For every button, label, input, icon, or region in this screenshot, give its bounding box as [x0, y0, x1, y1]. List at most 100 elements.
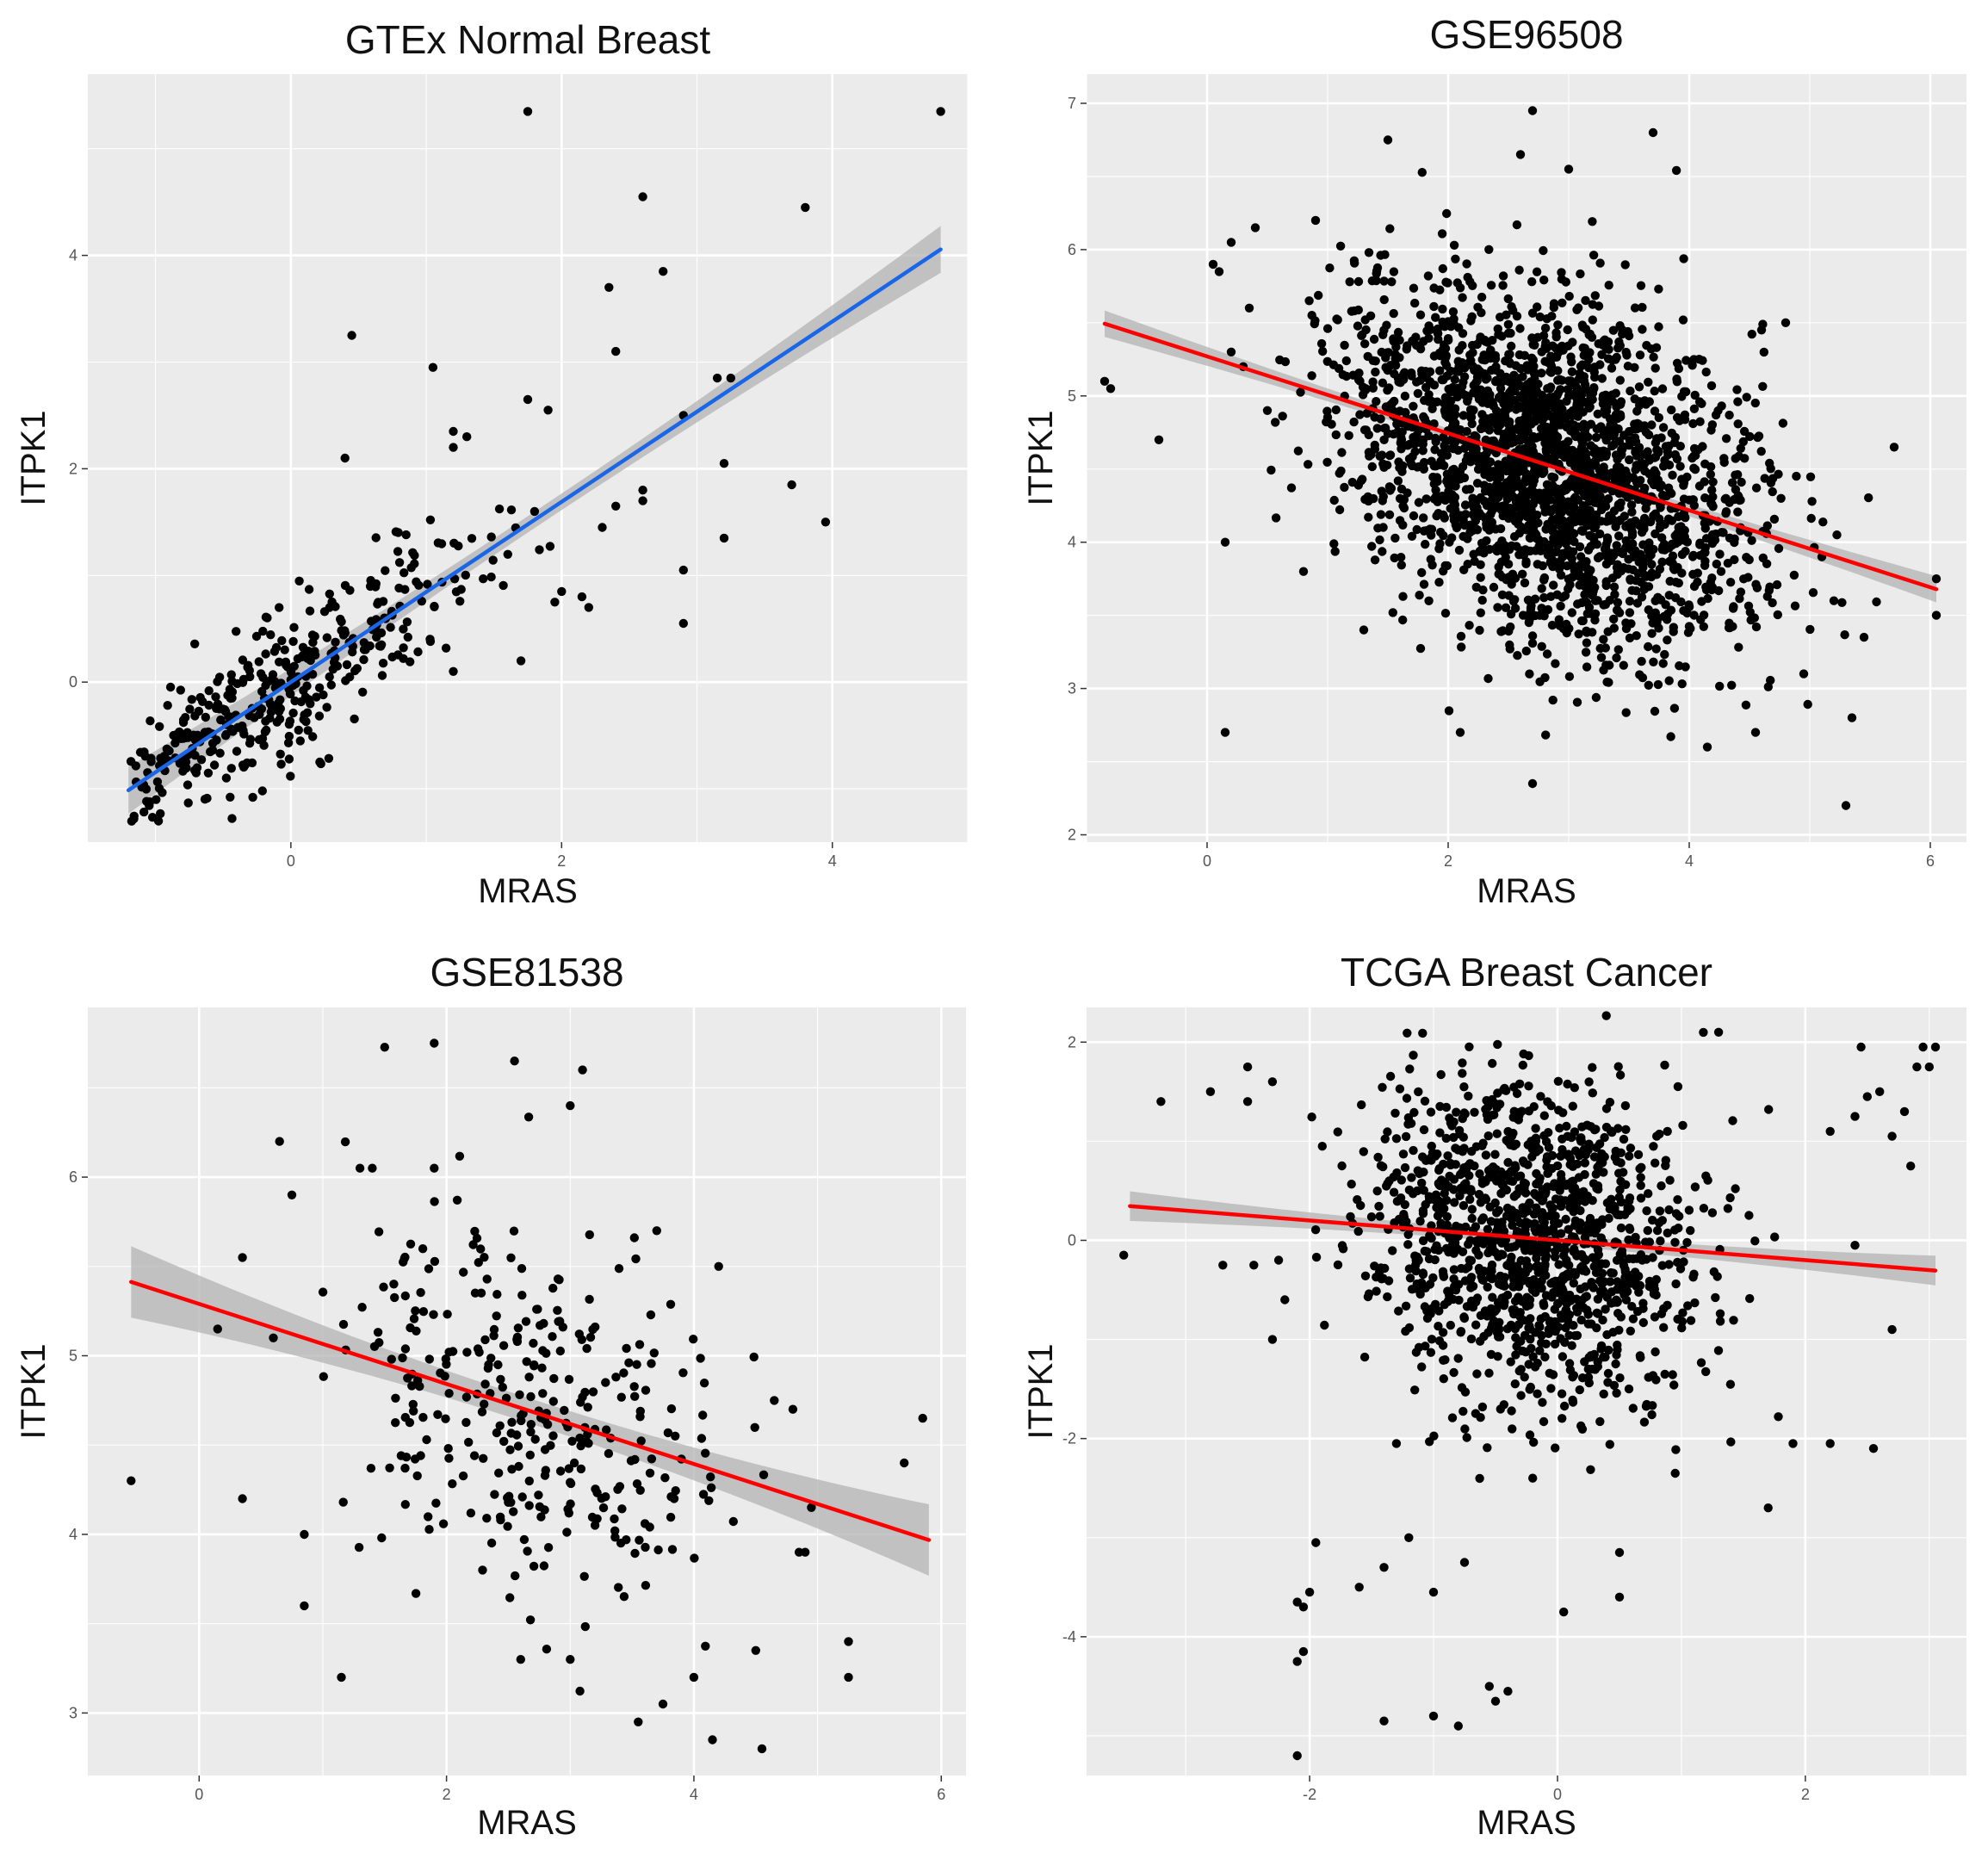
- data-point: [1471, 1320, 1481, 1329]
- data-point: [504, 1497, 513, 1508]
- data-point: [1539, 245, 1548, 256]
- data-point: [1553, 375, 1563, 385]
- data-point: [1484, 245, 1494, 254]
- data-point: [1530, 594, 1540, 604]
- data-point: [1510, 1324, 1520, 1334]
- data-point: [1353, 1226, 1363, 1236]
- data-point: [424, 1512, 433, 1521]
- data-point: [1619, 1258, 1628, 1267]
- data-point: [209, 760, 220, 770]
- data-point: [1372, 263, 1383, 273]
- data-point: [641, 1581, 651, 1590]
- data-point: [1400, 1162, 1410, 1173]
- data-point: [1549, 299, 1559, 308]
- data-point: [238, 726, 248, 735]
- data-point: [1437, 229, 1447, 239]
- data-point: [1447, 1413, 1458, 1422]
- data-point: [1483, 1131, 1493, 1141]
- data-point: [1408, 452, 1417, 462]
- data-point: [1471, 1222, 1481, 1231]
- data-point: [1558, 1144, 1567, 1155]
- data-point: [1553, 1076, 1564, 1087]
- data-point: [1551, 659, 1560, 668]
- data-point: [1872, 597, 1881, 607]
- data-point: [1751, 483, 1762, 493]
- data-point: [357, 1303, 367, 1312]
- data-point: [1623, 493, 1632, 502]
- data-point: [1376, 1161, 1386, 1170]
- data-point: [1498, 511, 1508, 521]
- data-point: [386, 623, 395, 632]
- data-point: [1477, 1141, 1487, 1150]
- data-point: [1557, 507, 1567, 517]
- data-point: [577, 1335, 586, 1345]
- data-point: [1349, 417, 1359, 427]
- data-point: [226, 764, 236, 773]
- data-point: [467, 534, 477, 543]
- data-point: [641, 1542, 650, 1552]
- y-tick-label: 4: [1068, 534, 1076, 551]
- data-point: [1409, 432, 1418, 443]
- data-point: [1379, 1563, 1389, 1572]
- data-point: [526, 1427, 536, 1437]
- data-point: [1887, 1131, 1897, 1141]
- data-point: [294, 725, 303, 735]
- data-point: [1745, 1293, 1755, 1304]
- data-point: [1523, 610, 1533, 621]
- data-point: [1242, 1097, 1253, 1106]
- data-point: [1654, 322, 1663, 332]
- data-point: [1660, 542, 1669, 553]
- data-point: [649, 1348, 659, 1358]
- data-point: [1619, 563, 1629, 573]
- data-point: [598, 1503, 609, 1513]
- data-point: [385, 1463, 394, 1473]
- data-point: [539, 1561, 549, 1571]
- data-point: [1322, 356, 1333, 366]
- data-point: [1575, 1385, 1585, 1395]
- data-point: [1578, 1253, 1588, 1262]
- data-point: [1527, 106, 1538, 115]
- data-point: [1568, 1397, 1578, 1407]
- data-point: [1380, 1134, 1390, 1144]
- data-point: [1390, 553, 1399, 563]
- data-point: [1768, 598, 1777, 608]
- data-point: [1701, 367, 1711, 377]
- data-point: [1273, 1255, 1284, 1265]
- data-point: [1446, 1320, 1456, 1330]
- data-point: [1442, 469, 1452, 479]
- data-point: [204, 686, 214, 696]
- data-point: [1850, 1112, 1860, 1121]
- data-point: [1483, 1282, 1492, 1292]
- data-point: [1320, 1320, 1329, 1330]
- data-point: [1438, 304, 1447, 314]
- data-point: [630, 1391, 640, 1402]
- data-point: [801, 202, 810, 213]
- data-point: [1538, 1397, 1547, 1407]
- data-point: [1384, 348, 1393, 357]
- data-point: [1595, 360, 1605, 369]
- data-point: [1671, 165, 1681, 176]
- data-point: [1447, 422, 1458, 431]
- data-point: [1594, 301, 1604, 311]
- data-point: [1593, 553, 1603, 563]
- data-point: [1376, 251, 1385, 260]
- data-point: [1382, 320, 1391, 330]
- data-point: [529, 1338, 538, 1348]
- data-point: [1472, 1369, 1482, 1379]
- data-point: [442, 1360, 451, 1369]
- data-point: [1570, 462, 1580, 472]
- data-point: [1616, 397, 1626, 406]
- data-point: [1405, 1274, 1415, 1283]
- data-point: [1368, 383, 1378, 393]
- data-point: [1595, 1286, 1606, 1297]
- data-point: [1566, 376, 1576, 386]
- data-point: [1483, 1443, 1492, 1453]
- data-point: [175, 727, 184, 737]
- data-point: [226, 792, 235, 802]
- data-point: [1458, 293, 1467, 302]
- data-point: [1527, 631, 1538, 641]
- data-point: [1429, 283, 1439, 293]
- data-point: [1493, 603, 1502, 612]
- data-point: [189, 730, 198, 740]
- data-point: [1889, 443, 1899, 452]
